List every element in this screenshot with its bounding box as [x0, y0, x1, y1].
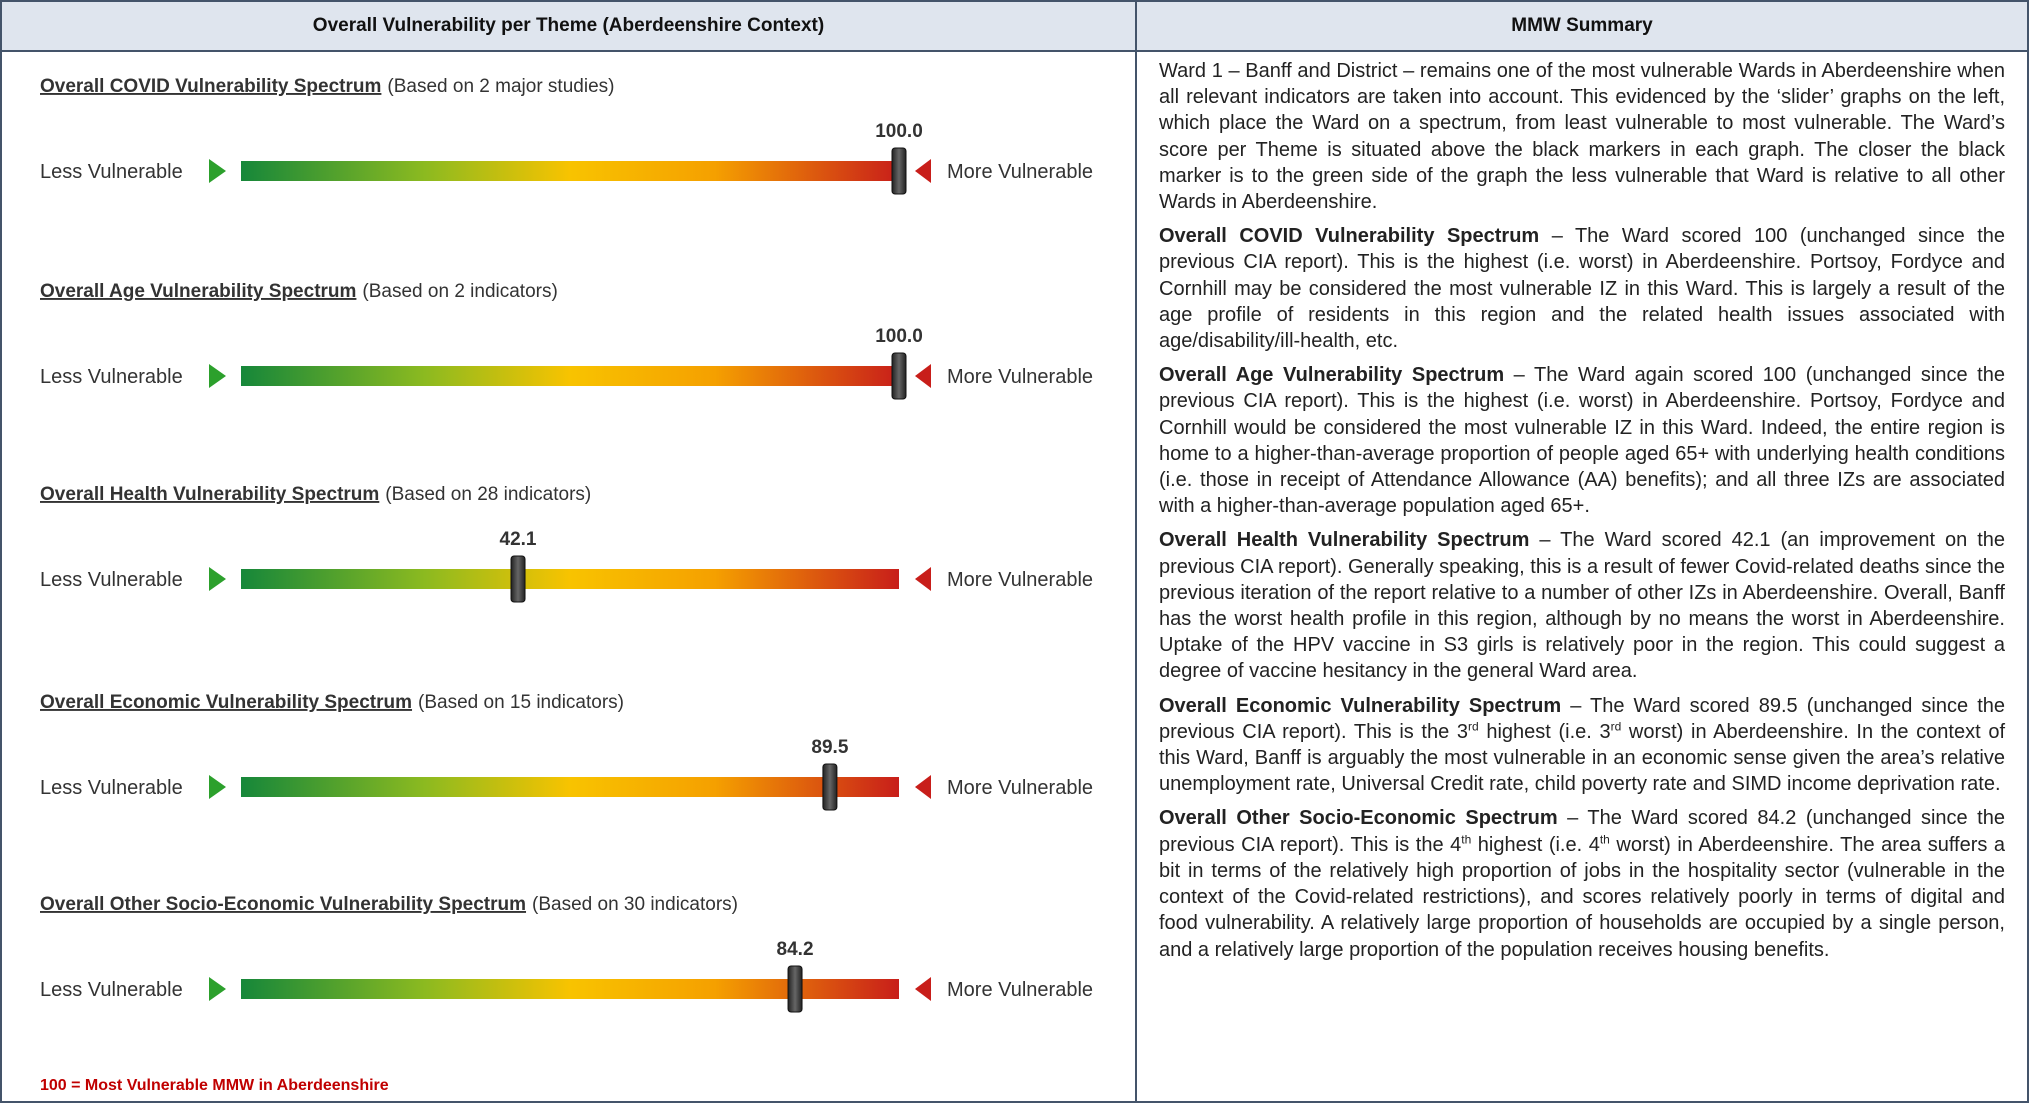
high-label: More Vulnerable — [947, 569, 1093, 591]
spectrum-bar — [241, 569, 899, 589]
marker — [510, 555, 526, 603]
marker — [891, 352, 907, 400]
score-label: 100.0 — [875, 121, 923, 142]
text-run: – The Ward scored 42.1 (an improvement o… — [1159, 529, 2005, 683]
low-label: Less Vulnerable — [40, 161, 183, 183]
footnote: 100 = Most Vulnerable MMW in Aberdeenshi… — [40, 1077, 389, 1094]
marker — [787, 965, 803, 1013]
spectrum-bar — [241, 777, 899, 797]
green-arrow — [209, 977, 226, 1001]
red-arrow — [915, 159, 931, 183]
green-arrow — [209, 567, 226, 591]
spectrum-basis: (Based on 15 indicators) — [418, 692, 624, 713]
text-run: – The Ward scored 89.5 (unchanged since … — [1159, 694, 2005, 743]
low-label: Less Vulnerable — [40, 569, 183, 591]
spectrum-title: Overall Age Vulnerability Spectrum (Based… — [40, 281, 558, 302]
text-run: rd — [1468, 719, 1479, 734]
score-label: 100.0 — [875, 326, 923, 347]
green-arrow — [209, 159, 226, 183]
low-label: Less Vulnerable — [40, 979, 183, 1001]
text-run: th — [1599, 832, 1610, 847]
score-label: 84.2 — [777, 939, 814, 960]
high-label: More Vulnerable — [947, 979, 1093, 1001]
text-run: – The Ward scored 84.2 (unchanged since … — [1159, 807, 2005, 856]
summary-paragraph: Overall Age Vulnerability Spectrum – The… — [1159, 362, 2005, 519]
spectrum-basis: (Based on 28 indicators) — [385, 484, 591, 505]
text-run: – The Ward again scored 100 (unchanged s… — [1159, 364, 2005, 518]
spectrum-basis: (Based on 2 indicators) — [362, 281, 557, 302]
text-run: worst) in Aberdeenshire. In the context … — [1159, 720, 2005, 796]
spectrum-name: Overall Health Vulnerability Spectrum — [40, 484, 379, 505]
summary-paragraph: Overall Health Vulnerability Spectrum – … — [1159, 527, 2005, 684]
text-run: th — [1461, 832, 1472, 847]
low-label: Less Vulnerable — [40, 777, 183, 799]
header-right: MMW Summary — [1135, 0, 2029, 52]
spectrum-name: Overall COVID Vulnerability Spectrum — [40, 76, 381, 97]
text-run: Overall Health Vulnerability Spectrum — [1159, 529, 1530, 552]
high-label: More Vulnerable — [947, 366, 1093, 388]
marker — [891, 147, 907, 195]
text-run: worst) in Aberdeenshire. The area suffer… — [1159, 833, 2006, 961]
summary-paragraph: Ward 1 – Banff and District – remains on… — [1159, 58, 2005, 215]
spectrum-bar — [241, 366, 899, 386]
spectrum-name: Overall Age Vulnerability Spectrum — [40, 281, 356, 302]
spectrum-chart: Overall COVID Vulnerability Spectrum (Bas… — [40, 76, 1093, 1094]
text-run: highest (i.e. 3 — [1478, 720, 1611, 743]
text-run: – The Ward scored 100 (unchanged since t… — [1159, 225, 2005, 353]
header-left: Overall Vulnerability per Theme (Aberdee… — [0, 0, 1137, 52]
high-label: More Vulnerable — [947, 777, 1093, 799]
spectrum-basis: (Based on 30 indicators) — [532, 894, 738, 915]
spectrum-basis: (Based on 2 major studies) — [387, 76, 614, 97]
spectrum-title: Overall COVID Vulnerability Spectrum (Bas… — [40, 76, 614, 97]
score-label: 89.5 — [811, 737, 848, 758]
green-arrow — [209, 364, 226, 388]
spectrum-name: Overall Economic Vulnerability Spectrum — [40, 692, 412, 713]
text-run: highest (i.e. 4 — [1471, 833, 1600, 856]
low-label: Less Vulnerable — [40, 366, 183, 388]
spectrum-bar — [241, 161, 899, 181]
text-run: rd — [1610, 719, 1622, 734]
spectrum-title: Overall Other Socio-Economic Vulnerabili… — [40, 894, 738, 915]
spectrum-bar — [241, 979, 899, 999]
red-arrow — [915, 775, 931, 799]
red-arrow — [915, 567, 931, 591]
spectrum-column: Overall COVID Vulnerability Spectrum (Bas… — [0, 50, 1137, 1103]
text-run: Overall COVID Vulnerability Spectrum — [1159, 225, 1540, 248]
text-run: Ward 1 – Banff and District – remains on… — [1159, 60, 2005, 214]
spectrum-title: Overall Health Vulnerability Spectrum (Ba… — [40, 484, 591, 505]
red-arrow — [915, 364, 931, 388]
summary-paragraph: Overall Economic Vulnerability Spectrum … — [1159, 693, 2005, 798]
text-run: Overall Other Socio-Economic Spectrum — [1159, 807, 1558, 830]
spectrum-title: Overall Economic Vulnerability Spectrum (… — [40, 692, 624, 713]
high-label: More Vulnerable — [947, 161, 1093, 183]
summary-paragraph: Overall COVID Vulnerability Spectrum – T… — [1159, 223, 2005, 354]
text-run: Overall Age Vulnerability Spectrum — [1159, 364, 1505, 387]
score-label: 42.1 — [500, 529, 537, 550]
red-arrow — [915, 977, 931, 1001]
summary-column: Ward 1 – Banff and District – remains on… — [1135, 50, 2029, 1103]
green-arrow — [209, 775, 226, 799]
spectrum-name: Overall Other Socio-Economic Vulnerabili… — [40, 894, 526, 915]
summary-paragraph: Overall Other Socio-Economic Spectrum – … — [1159, 805, 2005, 962]
marker — [822, 763, 838, 811]
text-run: Overall Economic Vulnerability Spectrum — [1159, 694, 1562, 717]
